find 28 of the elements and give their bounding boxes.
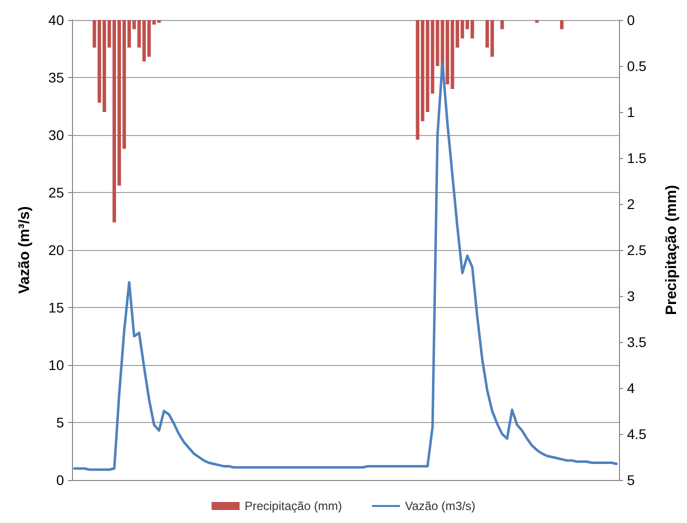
y2-tick-label: 0 (627, 12, 635, 28)
legend-label: Vazão (m3/s) (404, 499, 476, 513)
bar (560, 20, 564, 30)
legend-label: Precipitação (mm) (244, 499, 342, 513)
y2-tick-label: 3.5 (627, 334, 647, 350)
y2-tick-label: 5 (627, 472, 635, 488)
y2-tick-label: 2.5 (627, 242, 647, 258)
y2-tick-label: 4.5 (627, 426, 647, 442)
y2-tick-label: 4 (627, 380, 635, 396)
y2-tick-label: 0.5 (627, 58, 647, 74)
y2-axis-title: Precipitação (mm) (663, 184, 680, 316)
bar (535, 20, 539, 23)
y2-tick-label: 1.5 (627, 150, 647, 166)
y-tick-label: 10 (48, 357, 64, 373)
y-tick-label: 0 (56, 472, 64, 488)
y2-tick-label: 2 (627, 196, 635, 212)
y-tick-label: 5 (56, 414, 64, 430)
y-tick-label: 15 (48, 300, 64, 316)
line-series (73, 61, 618, 471)
y-tick-label: 20 (48, 242, 64, 258)
bar (500, 20, 504, 30)
y-tick-label: 25 (48, 184, 64, 200)
y-tick-label: 40 (48, 12, 64, 28)
y-tick-label: 35 (48, 70, 64, 86)
y-tick-label: 30 (48, 127, 64, 143)
y2-tick-label: 1 (627, 104, 635, 120)
y2-tick-label: 3 (627, 288, 635, 304)
y-axis-title: Vazão (m³/s) (16, 206, 33, 294)
